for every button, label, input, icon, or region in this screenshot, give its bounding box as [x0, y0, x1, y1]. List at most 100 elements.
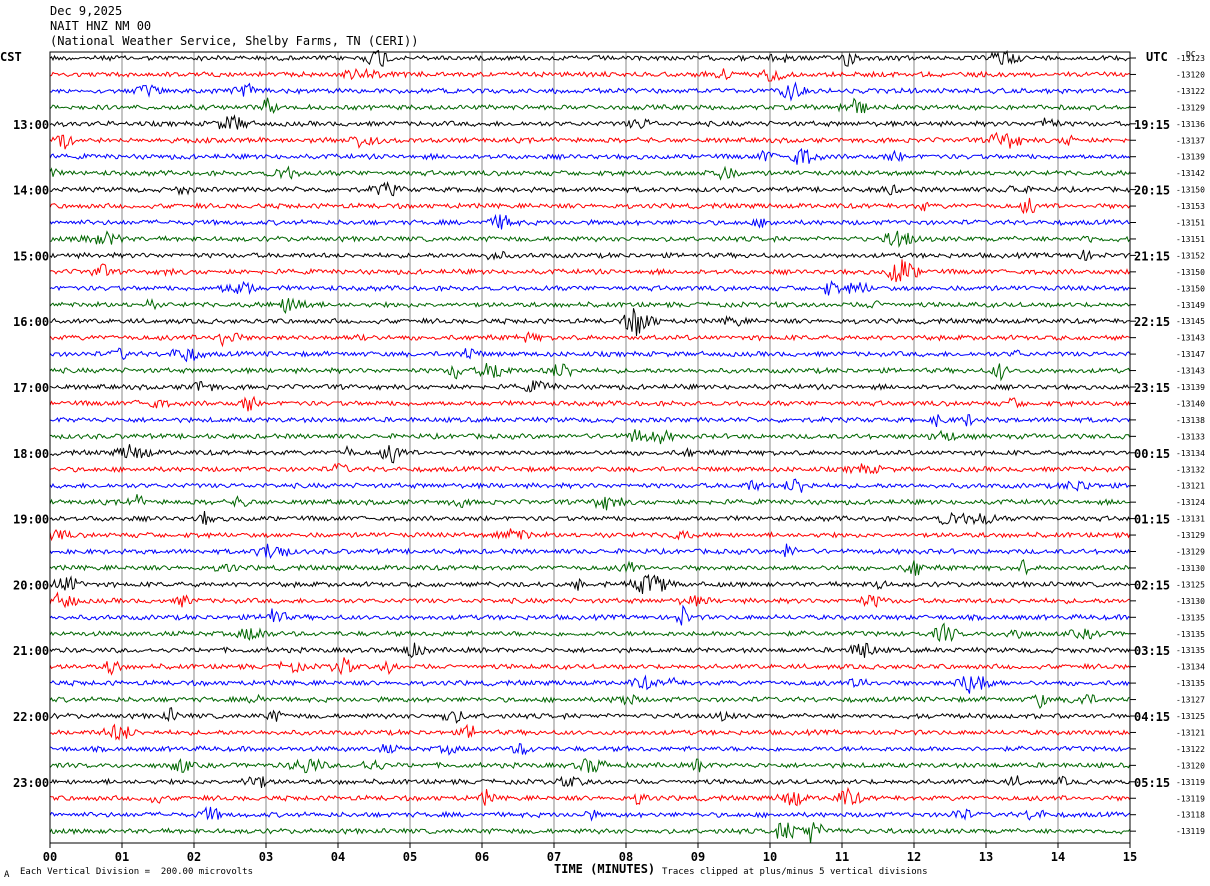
x-tick-label-02: 02	[187, 850, 201, 864]
right-hour-label-00:15: 00:15	[1134, 447, 1170, 461]
dc-offset-label: -13125	[1176, 712, 1205, 721]
right-hour-label-23:15: 23:15	[1134, 381, 1170, 395]
trace-24	[49, 429, 1131, 445]
trace-14	[49, 259, 1131, 283]
dc-offset-label: -13142	[1176, 169, 1205, 178]
trace-36	[49, 622, 1131, 643]
dc-offset-label: -13139	[1176, 153, 1205, 162]
dc-offset-label: -13147	[1176, 350, 1205, 359]
trace-46	[49, 786, 1131, 807]
scale-note: Each Vertical Division = 200.00 microvol…	[20, 867, 253, 877]
right-hour-label-02:15: 02:15	[1134, 578, 1170, 592]
x-tick-label-15: 15	[1123, 850, 1137, 864]
dc-offset-label: -13122	[1176, 87, 1205, 96]
right-hour-label-22:15: 22:15	[1134, 315, 1170, 329]
trace-28	[49, 494, 1130, 511]
dc-offset-label: -13143	[1176, 334, 1205, 343]
x-tick-label-10: 10	[763, 850, 777, 864]
dc-offset-label: -13119	[1176, 794, 1205, 803]
x-tick-label-08: 08	[619, 850, 633, 864]
dc-offset-label: -13122	[1176, 745, 1205, 754]
dc-offset-label: -13150	[1176, 284, 1205, 293]
left-hour-label-19:00: 19:00	[13, 513, 49, 527]
left-hour-label-13:00: 13:00	[13, 118, 49, 132]
trace-15	[49, 280, 1131, 296]
x-tick-label-12: 12	[907, 850, 921, 864]
plot-frame	[49, 51, 1131, 844]
left-hour-label-20:00: 20:00	[13, 578, 49, 592]
left-hour-label-14:00: 14:00	[13, 184, 49, 198]
dc-offset-label: -13125	[1176, 580, 1205, 589]
trace-1	[49, 49, 1131, 67]
trace-20	[49, 362, 1131, 382]
dc-offset-label: -13119	[1176, 827, 1205, 836]
trace-30	[49, 528, 1131, 542]
trace-48	[49, 822, 1131, 844]
dc-offset-label: -13136	[1176, 120, 1205, 129]
trace-11	[49, 213, 1131, 230]
trace-7	[49, 147, 1131, 165]
station-label: NAIT HNZ NM 00	[50, 19, 152, 33]
left-hour-label-18:00: 18:00	[13, 447, 49, 461]
trace-2	[49, 67, 1131, 82]
trace-5	[49, 114, 1131, 130]
dc-offset-label: -13149	[1176, 301, 1205, 310]
x-tick-label-13: 13	[979, 850, 993, 864]
trace-25	[49, 444, 1131, 464]
trace-19	[49, 347, 1131, 363]
dc-offset-label: -13130	[1176, 597, 1205, 606]
minute-gridlines	[49, 52, 1131, 848]
axis-labels: 00 01 02 03 04 05 06 07 08 09 10 11 12 13 14 15 -13123 -1…	[13, 54, 1205, 864]
right-timezone-label: UTC	[1146, 50, 1168, 64]
dc-offset-label: -13135	[1176, 679, 1205, 688]
trace-31	[49, 543, 1131, 560]
trace-27	[49, 478, 1131, 493]
dc-offset-label: -13129	[1176, 103, 1205, 112]
trace-9	[49, 180, 1131, 197]
dc-offset-label: -13135	[1176, 646, 1205, 655]
dc-offset-label: -13129	[1176, 548, 1205, 557]
right-hour-label-05:15: 05:15	[1134, 776, 1170, 790]
x-tick-label-09: 09	[691, 850, 705, 864]
trace-4	[49, 97, 1131, 114]
dc-offset-label: -13134	[1176, 663, 1205, 672]
corner-mark: A	[4, 870, 10, 880]
dc-offset-label: -13140	[1176, 399, 1205, 408]
trace-16	[49, 297, 1131, 315]
right-hour-label-20:15: 20:15	[1134, 184, 1170, 198]
trace-23	[49, 414, 1131, 428]
trace-35	[49, 604, 1131, 626]
dc-offset-label: -13151	[1176, 235, 1205, 244]
trace-39	[49, 674, 1131, 694]
right-hour-label-04:15: 04:15	[1134, 710, 1170, 724]
seismic-traces	[49, 49, 1131, 844]
dc-offset-label: -13132	[1176, 465, 1205, 474]
dc-offset-label: -13123	[1176, 54, 1205, 63]
right-hour-label-21:15: 21:15	[1134, 249, 1170, 263]
left-timezone-label: CST	[0, 50, 22, 64]
trace-26	[49, 462, 1131, 475]
dc-offset-label: -13129	[1176, 531, 1205, 540]
clip-note: Traces clipped at plus/minus 5 vertical …	[662, 867, 928, 877]
dc-offset-label: -13135	[1176, 630, 1205, 639]
dc-offset-label: -13118	[1176, 811, 1205, 820]
trace-47	[49, 806, 1131, 822]
trace-41	[49, 707, 1131, 724]
dc-header-label: DC	[1186, 50, 1196, 59]
dc-offset-label: -13130	[1176, 564, 1205, 573]
x-tick-label-05: 05	[403, 850, 417, 864]
dc-offset-label: -13120	[1176, 761, 1205, 770]
trace-40	[49, 693, 1130, 709]
dc-offset-label: -13131	[1176, 515, 1205, 524]
dc-offset-label: -13143	[1176, 367, 1205, 376]
trace-8	[49, 165, 1131, 181]
left-hour-label-15:00: 15:00	[13, 249, 49, 263]
dc-offset-label: -13127	[1176, 696, 1205, 705]
dc-offset-label: -13152	[1176, 251, 1205, 260]
trace-29	[49, 511, 1131, 526]
dc-offset-label: -13150	[1176, 186, 1205, 195]
right-hour-label-19:15: 19:15	[1134, 118, 1170, 132]
trace-33	[49, 573, 1131, 595]
x-tick-label-04: 04	[331, 850, 345, 864]
source-label: (National Weather Service, Shelby Farms,…	[50, 34, 419, 48]
